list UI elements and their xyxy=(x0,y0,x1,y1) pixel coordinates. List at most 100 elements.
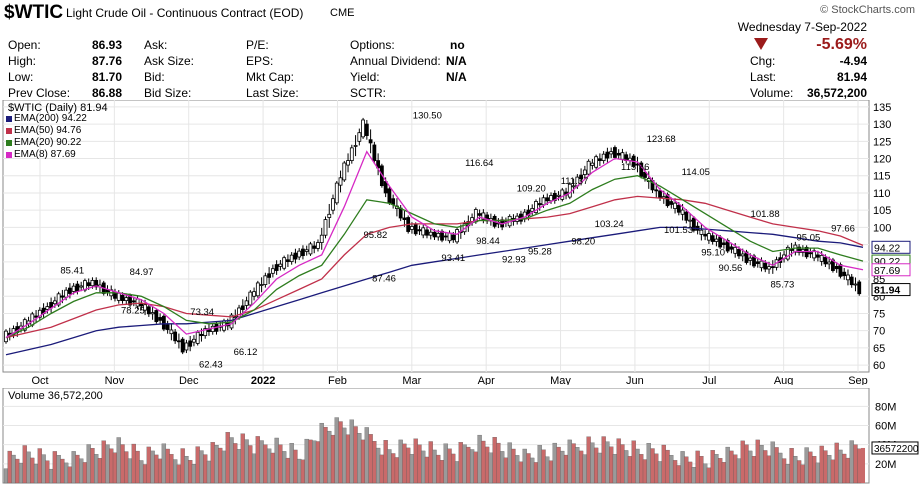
volume-bar xyxy=(744,444,749,484)
quote-date: Wednesday 7-Sep-2022 xyxy=(737,20,867,34)
volume-bar xyxy=(221,450,227,484)
price-annotation: 123.68 xyxy=(647,134,676,145)
volume-panel-label: Volume 36,572,200 xyxy=(8,390,103,402)
volume-bar xyxy=(240,433,245,484)
price-candle-body xyxy=(834,266,839,270)
price-candle-body xyxy=(297,250,302,258)
price-y-tick: 85 xyxy=(873,274,885,286)
price-candle-body xyxy=(729,246,734,250)
legend-ema200 xyxy=(6,116,12,122)
volume-bar xyxy=(830,459,836,484)
volume-bar xyxy=(172,459,178,484)
volume-bar xyxy=(18,462,24,484)
price-candle-body xyxy=(812,250,817,259)
volume-bar xyxy=(774,447,779,484)
price-candle-body xyxy=(586,160,591,175)
volume-bar xyxy=(469,449,475,484)
price-candle-body xyxy=(34,315,38,318)
volume-bar xyxy=(500,451,505,484)
price-candle-body xyxy=(789,249,794,251)
x-tick-label: Jun xyxy=(626,375,644,385)
down-triangle-icon xyxy=(754,38,768,50)
price-y-tick: 75 xyxy=(873,308,885,320)
volume-bar xyxy=(135,450,140,484)
volume-bar xyxy=(11,454,16,484)
volume-bar xyxy=(575,447,580,484)
volume-bar xyxy=(861,447,865,483)
volume-bar xyxy=(451,453,456,484)
volume-bar xyxy=(255,436,260,484)
price-candle-body xyxy=(361,119,365,138)
price-y-tick: 130 xyxy=(873,119,891,131)
volume-bar xyxy=(593,447,599,484)
price-tag-box xyxy=(871,240,911,254)
price-candle-body xyxy=(391,198,396,205)
price-candle-body xyxy=(417,229,422,232)
price-candle-body xyxy=(819,254,824,262)
open-value: 86.93 xyxy=(91,38,122,52)
price-candle-body xyxy=(748,257,753,261)
volume-bar xyxy=(188,460,193,484)
pe-label: P/E: xyxy=(246,38,269,52)
price-annotation: 115.56 xyxy=(621,162,649,173)
volume-bar xyxy=(827,455,832,484)
price-candle-body xyxy=(143,304,147,311)
volume-bar xyxy=(436,454,441,484)
price-candle-body xyxy=(177,340,181,343)
price-annotation: 98.20 xyxy=(571,237,595,248)
volume-bar xyxy=(270,452,276,484)
price-candle-body xyxy=(52,300,57,305)
volume-bar xyxy=(165,448,170,484)
price-candle-body xyxy=(477,213,482,216)
price-candle-body xyxy=(301,248,305,257)
price-candle-body xyxy=(346,160,350,166)
price-candle-body xyxy=(447,232,452,242)
volume-bar xyxy=(195,446,200,484)
volume-bar xyxy=(755,439,760,484)
volume-y-tick: 80M xyxy=(875,401,896,413)
volume-bar xyxy=(297,458,302,484)
ask-label: Ask: xyxy=(144,38,168,52)
price-candle-body xyxy=(853,283,858,286)
price-candle-body xyxy=(706,233,711,241)
price-candle-body xyxy=(410,226,414,230)
price-candle-body xyxy=(481,212,486,220)
price-candle-body xyxy=(827,261,832,265)
volume-bar xyxy=(590,442,595,484)
volume-bar xyxy=(97,458,103,484)
price-candle-body xyxy=(158,317,163,321)
volume-bar xyxy=(639,454,644,484)
price-candle-body xyxy=(286,259,290,262)
volume-bar xyxy=(79,458,84,484)
volume-bar xyxy=(620,444,625,484)
x-tick-label: May xyxy=(550,375,571,385)
volume-bar xyxy=(646,443,651,484)
price-candle-body xyxy=(124,297,129,302)
volume-bar xyxy=(672,460,678,484)
volume-bar xyxy=(259,440,264,484)
volume-bar xyxy=(315,441,321,484)
volume-bar xyxy=(180,448,185,484)
volume-bar xyxy=(413,438,418,484)
ema200-line xyxy=(5,226,864,356)
price-candle-body xyxy=(402,217,407,220)
volume-bar xyxy=(127,458,133,484)
price-candle-body xyxy=(549,195,553,202)
dividend-label: Annual Dividend: xyxy=(350,54,441,68)
price-candle-body xyxy=(733,246,738,254)
price-candle-body xyxy=(240,305,245,310)
volume-bar xyxy=(545,456,550,484)
volume-bar xyxy=(804,447,809,484)
volume-bar xyxy=(665,449,670,484)
volume-bar xyxy=(684,456,689,484)
volume-bar xyxy=(766,455,772,484)
price-candle-body xyxy=(259,284,264,286)
volume-bar xyxy=(477,434,482,484)
price-candle-body xyxy=(755,261,760,264)
volume-bar xyxy=(244,439,249,484)
price-candle-body xyxy=(823,257,828,265)
price-annotation: 95.10 xyxy=(701,247,725,258)
legend-price: $WTIC (Daily) 81.94 xyxy=(8,102,108,114)
volume-bar xyxy=(834,442,839,484)
volume-bar xyxy=(725,446,730,484)
